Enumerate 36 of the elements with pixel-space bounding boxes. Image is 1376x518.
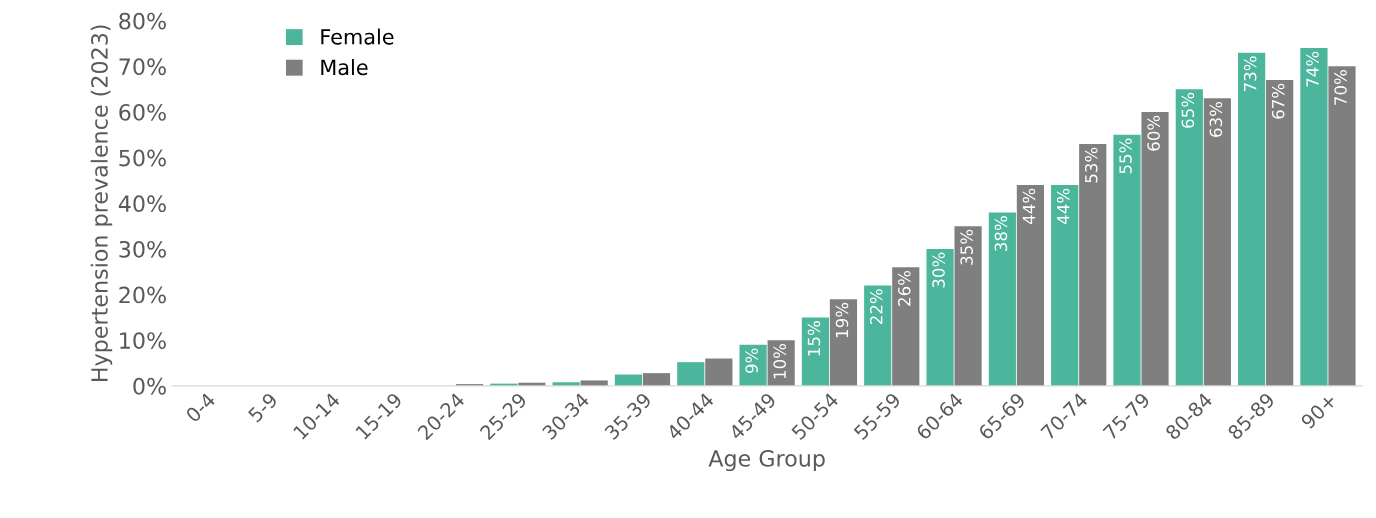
data-label: 44%: [1022, 188, 1036, 225]
y-tick-label: 80%: [119, 12, 166, 30]
data-label: 60%: [1147, 115, 1160, 151]
legend-label: Female: [321, 28, 394, 45]
data-label: 38%: [994, 216, 1008, 251]
y-tick-label: 40%: [118, 195, 166, 213]
y-tick-label: 30%: [119, 240, 166, 258]
data-label: 74%: [1306, 51, 1319, 87]
x-tick-label: 0-4: [184, 391, 217, 423]
data-label: 22%: [869, 289, 883, 325]
data-label: 10%: [773, 343, 786, 379]
x-axis-title: Age Group: [708, 449, 825, 472]
data-label: 44%: [1056, 188, 1070, 225]
y-tick-label: 70%: [119, 58, 166, 76]
data-label: 19%: [835, 302, 849, 338]
y-tick-label: 20%: [119, 286, 166, 304]
data-label: 73%: [1243, 56, 1257, 92]
y-tick-label: 50%: [119, 149, 166, 167]
data-label: 15%: [807, 321, 821, 356]
data-label: 35%: [960, 229, 973, 265]
y-axis-title: Hypertension prevalence (2023): [90, 25, 113, 381]
y-tick-label: 0%: [133, 377, 166, 395]
data-label: 70%: [1334, 70, 1347, 105]
y-tick-label: 10%: [120, 332, 166, 350]
data-label: 65%: [1181, 92, 1195, 128]
data-label: 53%: [1084, 147, 1098, 183]
y-tick-label: 60%: [119, 103, 166, 121]
data-label: 9%: [745, 348, 758, 373]
data-label: 26%: [898, 270, 911, 306]
data-label: 55%: [1119, 138, 1132, 174]
x-tick-label: 90+: [1300, 392, 1338, 430]
data-label: 63%: [1209, 101, 1223, 137]
x-tick-label: 5-9: [247, 391, 279, 423]
data-label: 67%: [1271, 83, 1285, 119]
data-label: 30%: [932, 252, 945, 288]
legend-label: Male: [321, 59, 368, 76]
